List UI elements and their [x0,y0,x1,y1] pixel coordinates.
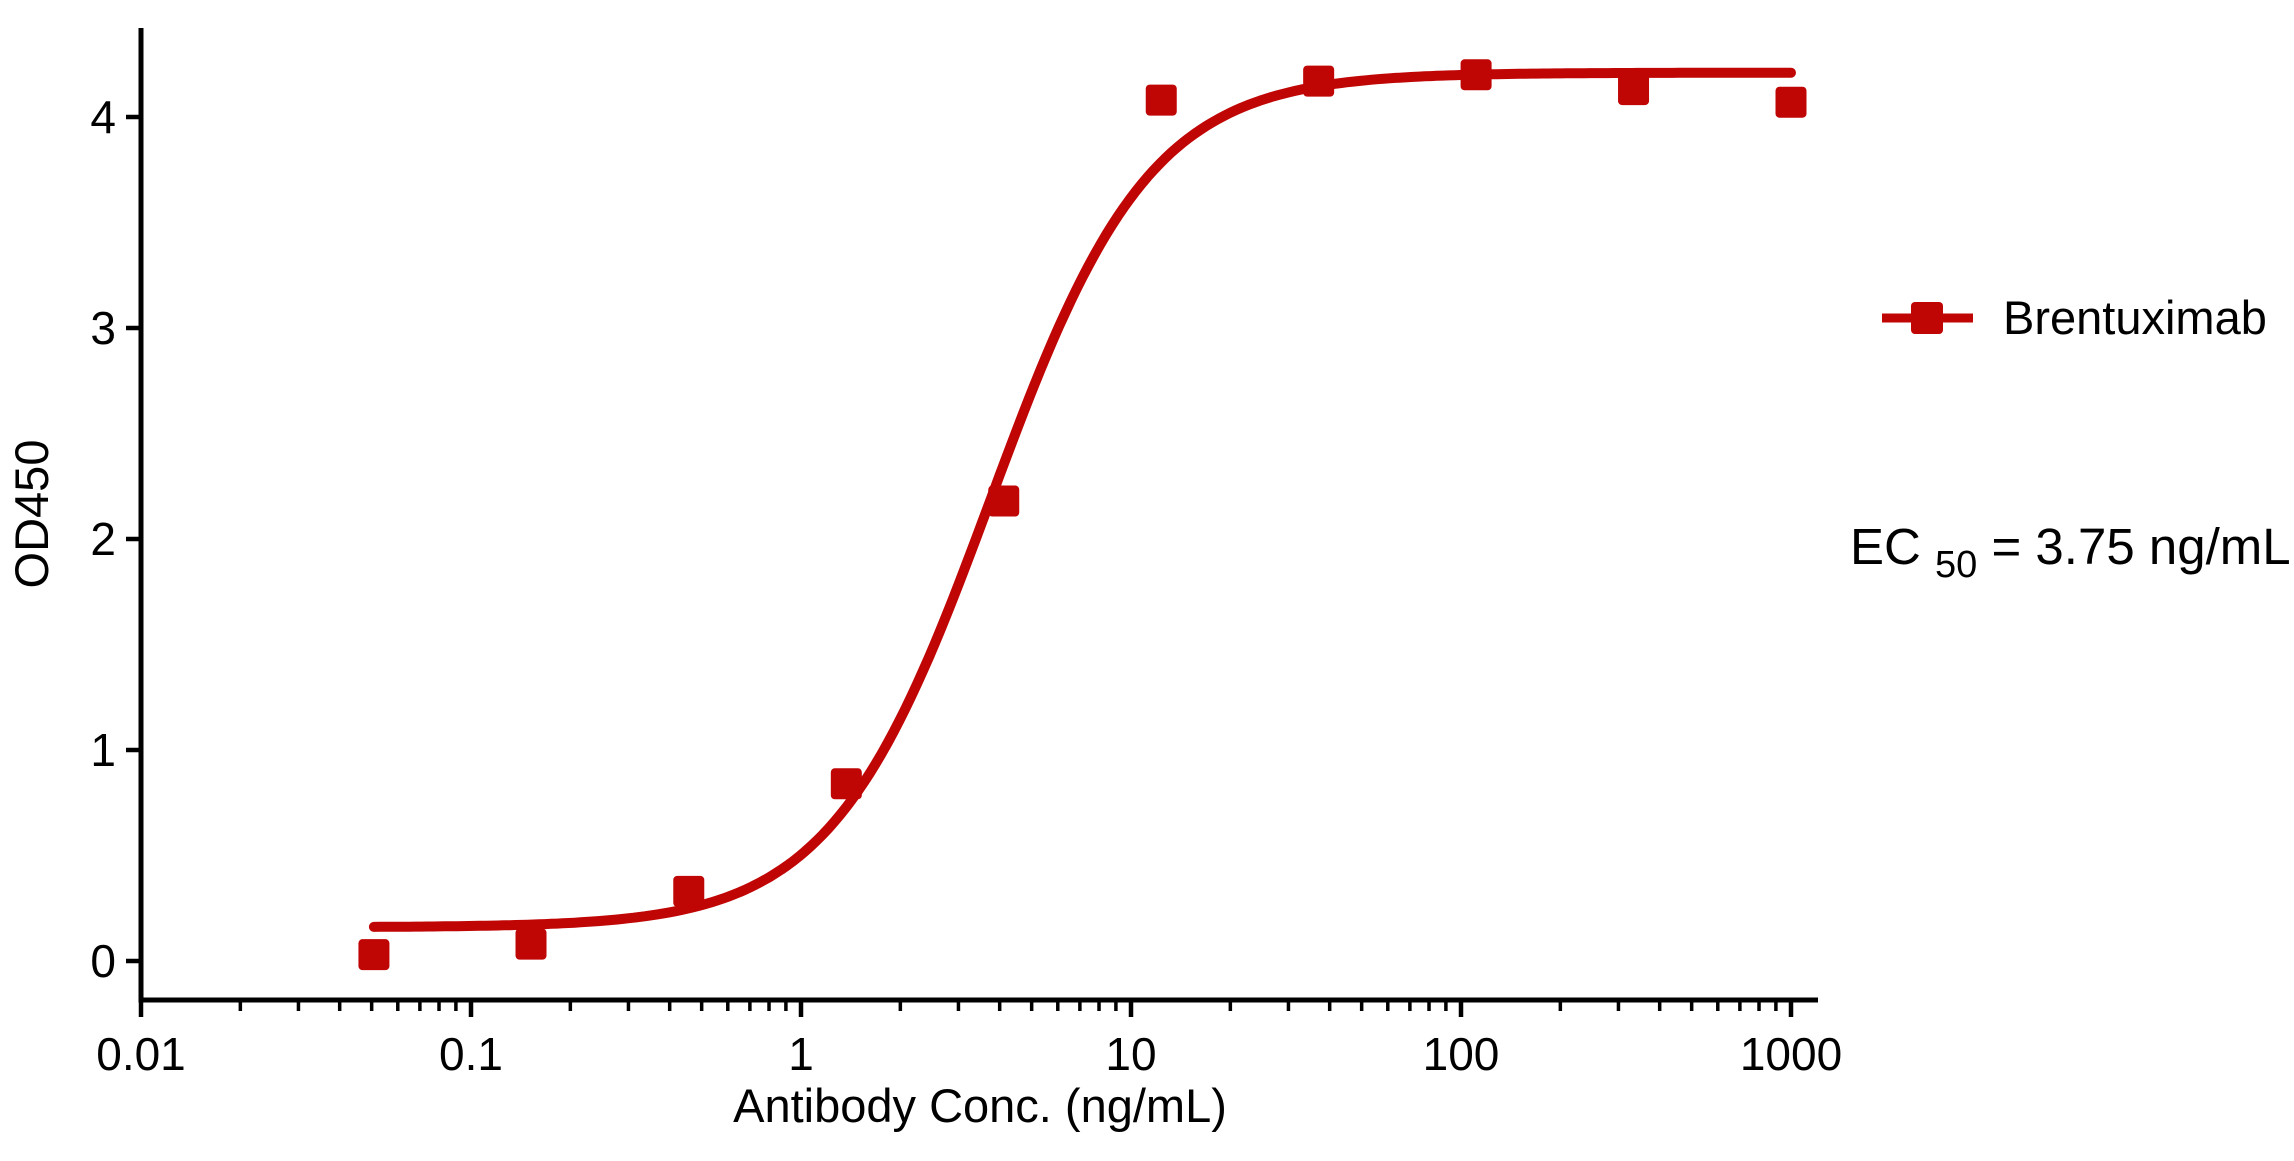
x-tick [1458,1000,1464,1017]
y-tick-label: 2 [90,513,116,565]
data-point-marker [1775,86,1807,118]
x-minor-tick [1738,1000,1742,1011]
ec50-prefix: EC [1850,518,1921,575]
x-tick [468,1000,474,1017]
legend-label: Brentuximab [2003,291,2267,344]
y-tick [126,114,141,120]
data-point-marker [358,939,390,971]
x-minor-tick [1327,1000,1332,1011]
data-point-marker [515,928,547,960]
y-tick [126,958,141,964]
fit-curve-path [368,67,1796,932]
x-tick-label: 100 [1423,1028,1500,1080]
axes: 0 1 2 3 4 0.01 0.1 1 10 100 1000 [90,28,1842,1080]
x-minor-tick [784,1000,788,1011]
y-tick-label: 4 [90,91,116,143]
y-tick-label: 3 [90,302,116,354]
x-minor-tick [1757,1000,1761,1011]
x-minor-tick [1408,1000,1412,1011]
x-minor-tick [369,1000,374,1011]
x-minor-tick [1657,1000,1662,1011]
data-point-marker [1460,59,1492,91]
ec50-subscript: 50 [1935,544,1977,586]
x-minor-tick [1444,1000,1448,1011]
y-tick-label: 0 [90,935,116,987]
x-minor-tick [898,1000,903,1011]
x-minor-tick [568,1000,573,1011]
x-minor-tick [296,1000,301,1011]
ec50-suffix: = 3.75 ng/mL [1991,518,2290,575]
y-tick [126,747,141,753]
legend: Brentuximab [1882,291,2267,344]
x-minor-tick [454,1000,458,1011]
data-point-marker [988,485,1020,517]
x-minor-tick [726,1000,730,1011]
y-tick [126,325,141,331]
x-minor-tick [1029,1000,1034,1011]
x-minor-tick [1558,1000,1563,1011]
x-tick-label: 1000 [1740,1028,1842,1080]
x-minor-tick [1056,1000,1060,1011]
fit-curve-layer [368,67,1796,932]
x-minor-tick [1228,1000,1233,1011]
x-minor-tick [437,1000,441,1011]
data-point-marker [1303,65,1335,97]
x-minor-tick [1427,1000,1431,1011]
x-minor-tick [748,1000,752,1011]
x-minor-tick [396,1000,400,1011]
x-minor-tick [1114,1000,1118,1011]
x-minor-tick [626,1000,631,1011]
x-minor-tick [997,1000,1002,1011]
x-tick [1788,1000,1794,1017]
x-axis-title: Antibody Conc. (ng/mL) [733,1079,1227,1132]
data-point-marker [830,768,862,800]
x-minor-tick [956,1000,961,1011]
data-point-marker [1145,84,1177,116]
y-tick-label: 1 [90,724,116,776]
x-tick-label: 0.01 [96,1028,186,1080]
data-point-marker [1618,74,1650,106]
x-minor-tick [667,1000,672,1011]
ec50-annotation: EC 50 = 3.75 ng/mL [1850,518,2291,588]
x-minor-tick [337,1000,342,1011]
y-axis-title: OD450 [5,440,58,589]
data-point-marker [673,875,705,907]
x-tick-label: 10 [1105,1028,1156,1080]
x-minor-tick [1359,1000,1364,1011]
y-axis-line [138,28,144,1003]
y-tick [126,536,141,542]
x-tick-label: 1 [788,1028,814,1080]
x-minor-tick [238,1000,243,1011]
x-tick [798,1000,804,1017]
x-minor-tick [1386,1000,1390,1011]
data-points-layer [358,59,1807,971]
x-minor-tick [1097,1000,1101,1011]
x-minor-tick [1616,1000,1621,1011]
x-minor-tick [699,1000,704,1011]
x-minor-tick [1689,1000,1694,1011]
x-minor-tick [418,1000,422,1011]
x-minor-tick [1286,1000,1291,1011]
x-axis-line [138,997,1818,1003]
x-tick-label: 0.1 [439,1028,503,1080]
x-minor-tick [767,1000,771,1011]
x-minor-tick [1774,1000,1778,1011]
x-tick [1128,1000,1134,1017]
x-minor-tick [1716,1000,1720,1011]
legend-square-marker [1911,302,1943,334]
x-minor-tick [1078,1000,1082,1011]
x-tick [138,1000,144,1017]
